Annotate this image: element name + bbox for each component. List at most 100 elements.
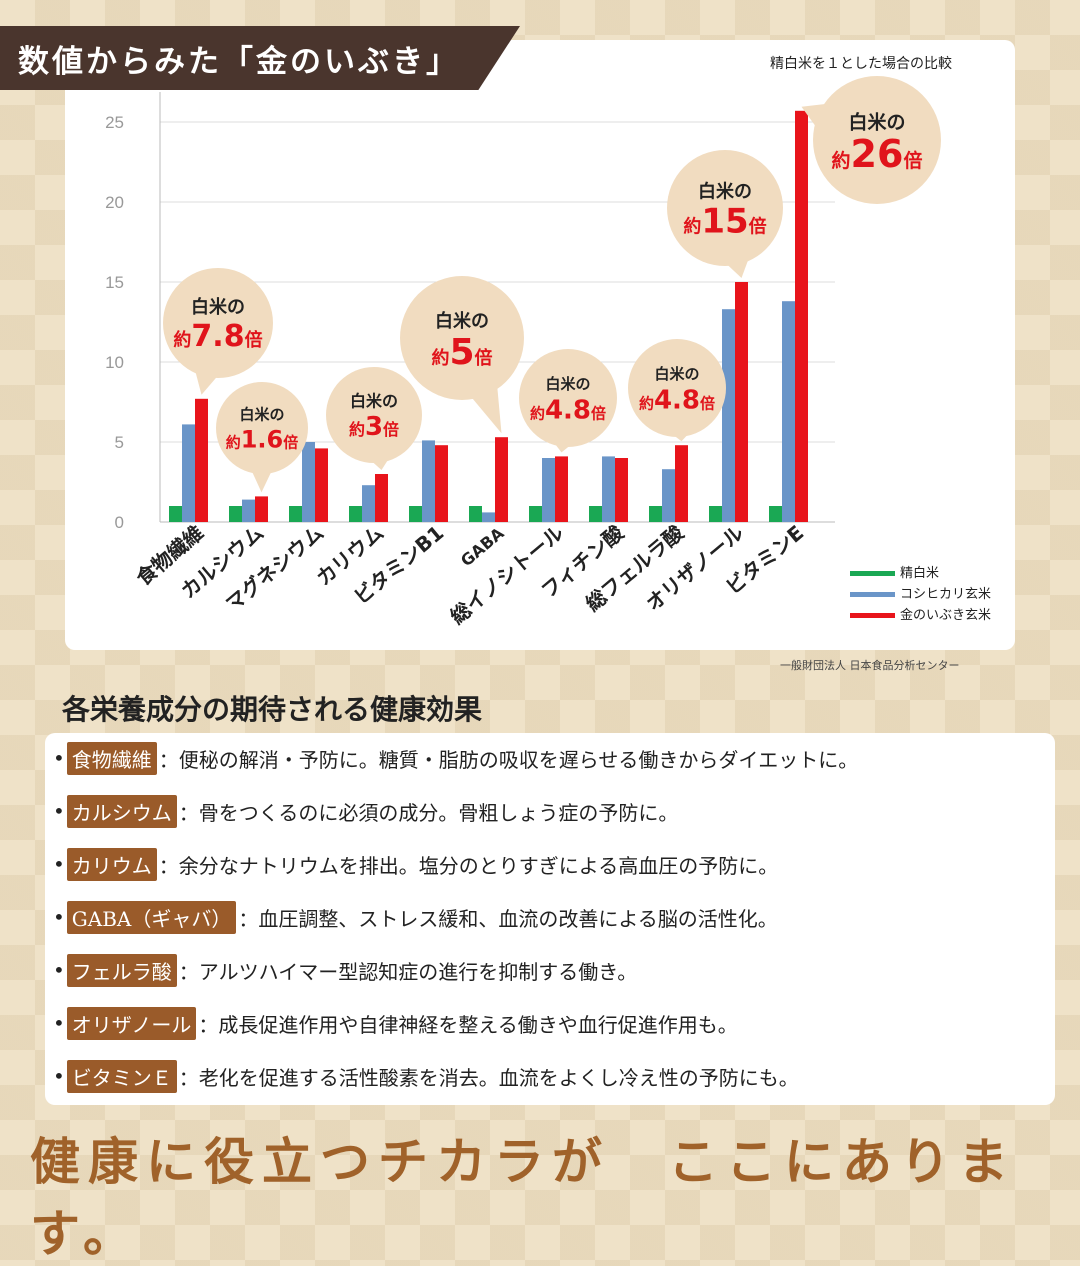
y-tick-label: 5 [115, 433, 124, 452]
benefit-tag: 食物繊維 [66, 741, 157, 775]
bar-1 [289, 506, 302, 522]
bullet-icon: • [53, 852, 65, 876]
bar-3 [435, 445, 448, 522]
bar-2 [362, 485, 375, 522]
benefit-tag: カリウム [66, 847, 157, 881]
benefits-heading: 各栄養成分の期待される健康効果 [62, 693, 483, 726]
bar-2 [662, 469, 675, 522]
legend-swatch [850, 571, 895, 576]
annotation-bubble [628, 339, 726, 437]
benefit-tag: カルシウム [66, 794, 177, 828]
benefit-item-calcium: • カルシウム ：骨をつくるのに必須の成分。骨粗しょう症の予防に。 [53, 792, 678, 830]
y-tick-label: 25 [105, 113, 124, 132]
footer-slogan: 健康に役立つチカラが ここにあります。 [30, 1132, 1016, 1263]
annotation-bubble [667, 150, 783, 266]
bar-3 [675, 445, 688, 522]
y-tick-label: 20 [105, 193, 124, 212]
bubble-value: 約5倍 [431, 332, 492, 373]
bar-2 [302, 442, 315, 522]
benefit-text: ：骨をつくるのに必須の成分。骨粗しょう症の予防に。 [178, 800, 679, 825]
bullet-icon: • [53, 1064, 65, 1088]
annotation-bubble [519, 349, 617, 447]
bar-3 [255, 496, 268, 522]
benefit-text: ：老化を促進する活性酸素を消去。血流をよくし冷え性の予防にも。 [178, 1065, 799, 1090]
benefit-item-oryzanol: • オリザノール ：成長促進作用や自律神経を整える働きや血行促進作用も。 [53, 1004, 738, 1042]
bubble-label: 白米の [848, 110, 905, 133]
bubble-tail [250, 467, 274, 493]
legend-label: 精白米 [900, 565, 939, 581]
bullet-icon: • [53, 1011, 65, 1035]
benefit-tag: ビタミンＥ [66, 1059, 177, 1093]
annotation-bubble [813, 76, 941, 204]
bubble-value: 約15倍 [683, 201, 766, 241]
annotation-bubble [326, 367, 422, 463]
benefit-text: ：アルツハイマー型認知症の進行を抑制する働き。 [178, 959, 638, 984]
bubble-value: 約1.6倍 [226, 425, 299, 453]
annotation-bubble [216, 382, 308, 474]
bar-2 [542, 458, 555, 522]
bubble-label: 白米の [698, 181, 752, 203]
y-tick-label: 10 [105, 353, 124, 372]
title-banner: 数値からみた「金のいぶき」 [0, 26, 520, 90]
bar-1 [169, 506, 182, 522]
bar-1 [469, 506, 482, 522]
bubble-label: 白米の [350, 391, 398, 410]
bar-1 [709, 506, 722, 522]
legend-swatch [850, 592, 895, 597]
bubble-value: 約4.8倍 [639, 386, 715, 416]
bar-3 [795, 110, 808, 523]
bar-3 [195, 398, 208, 522]
benefit-text: ：余分なナトリウムを排出。塩分のとりすぎによる高血圧の予防に。 [158, 853, 779, 878]
benefit-text: ：便秘の解消・予防に。糖質・脂肪の吸収を遅らせる働きからダイエットに。 [158, 747, 859, 772]
bar-2 [242, 499, 255, 522]
bubble-value: 約26倍 [832, 132, 923, 176]
bar-2 [482, 512, 495, 522]
bar-3 [555, 456, 568, 522]
benefit-tag: フェルラ酸 [66, 953, 177, 987]
bar-3 [375, 474, 388, 522]
benefit-text: ：血圧調整、ストレス緩和、血流の改善による脳の活性化。 [238, 906, 778, 931]
bubble-value: 約7.8倍 [173, 319, 262, 354]
benefit-item-fiber: • 食物繊維 ：便秘の解消・予防に。糖質・脂肪の吸収を遅らせる働きからダイエット… [53, 739, 858, 777]
benefit-item-gaba: • GABA（ギャバ） ：血圧調整、ストレス緩和、血流の改善による脳の活性化。 [53, 898, 778, 936]
benefits-card: • 食物繊維 ：便秘の解消・予防に。糖質・脂肪の吸収を遅らせる働きからダイエット… [45, 733, 1055, 1105]
bubble-label: 白米の [435, 310, 489, 332]
bubble-value: 約4.8倍 [530, 396, 606, 426]
bar-3 [735, 282, 748, 522]
y-tick-label: 15 [105, 273, 124, 292]
benefit-item-potassium: • カリウム ：余分なナトリウムを排出。塩分のとりすぎによる高血圧の予防に。 [53, 845, 778, 883]
bar-2 [422, 440, 435, 522]
bar-1 [349, 506, 362, 522]
bar-1 [229, 506, 242, 522]
bubble-label: 白米の [239, 406, 284, 424]
bar-1 [529, 506, 542, 522]
bar-2 [602, 456, 615, 522]
bubble-value: 約3倍 [349, 412, 399, 442]
benefit-tag: オリザノール [66, 1006, 197, 1040]
bar-2 [782, 301, 795, 522]
bar-1 [409, 506, 422, 522]
bar-2 [722, 309, 735, 522]
annotation-bubble [400, 276, 524, 400]
bullet-icon: • [53, 746, 65, 770]
bar-3 [315, 448, 328, 522]
bullet-icon: • [53, 905, 65, 929]
benefit-item-vitamin-e: • ビタミンＥ ：老化を促進する活性酸素を消去。血流をよくし冷え性の予防にも。 [53, 1057, 799, 1095]
y-tick-label: 0 [115, 513, 124, 532]
bar-2 [182, 424, 195, 522]
source-credit: 一般財団法人 日本食品分析センター [780, 659, 960, 672]
legend-swatch [850, 613, 895, 618]
bubble-label: 白米の [191, 296, 245, 318]
benefit-tag: GABA（ギャバ） [66, 900, 237, 934]
chart-note: 精白米を１とした場合の比較 [770, 56, 952, 72]
benefit-item-ferulic-acid: • フェルラ酸 ：アルツハイマー型認知症の進行を抑制する働き。 [53, 951, 637, 989]
bubble-label: 白米の [654, 365, 699, 383]
bar-1 [649, 506, 662, 522]
legend-label: コシヒカリ玄米 [900, 587, 991, 602]
legend-label: 金のいぶき玄米 [900, 607, 991, 623]
bullet-icon: • [53, 799, 65, 823]
benefit-text: ：成長促進作用や自律神経を整える働きや血行促進作用も。 [198, 1012, 738, 1037]
annotation-bubble [163, 268, 273, 378]
bar-1 [589, 506, 602, 522]
